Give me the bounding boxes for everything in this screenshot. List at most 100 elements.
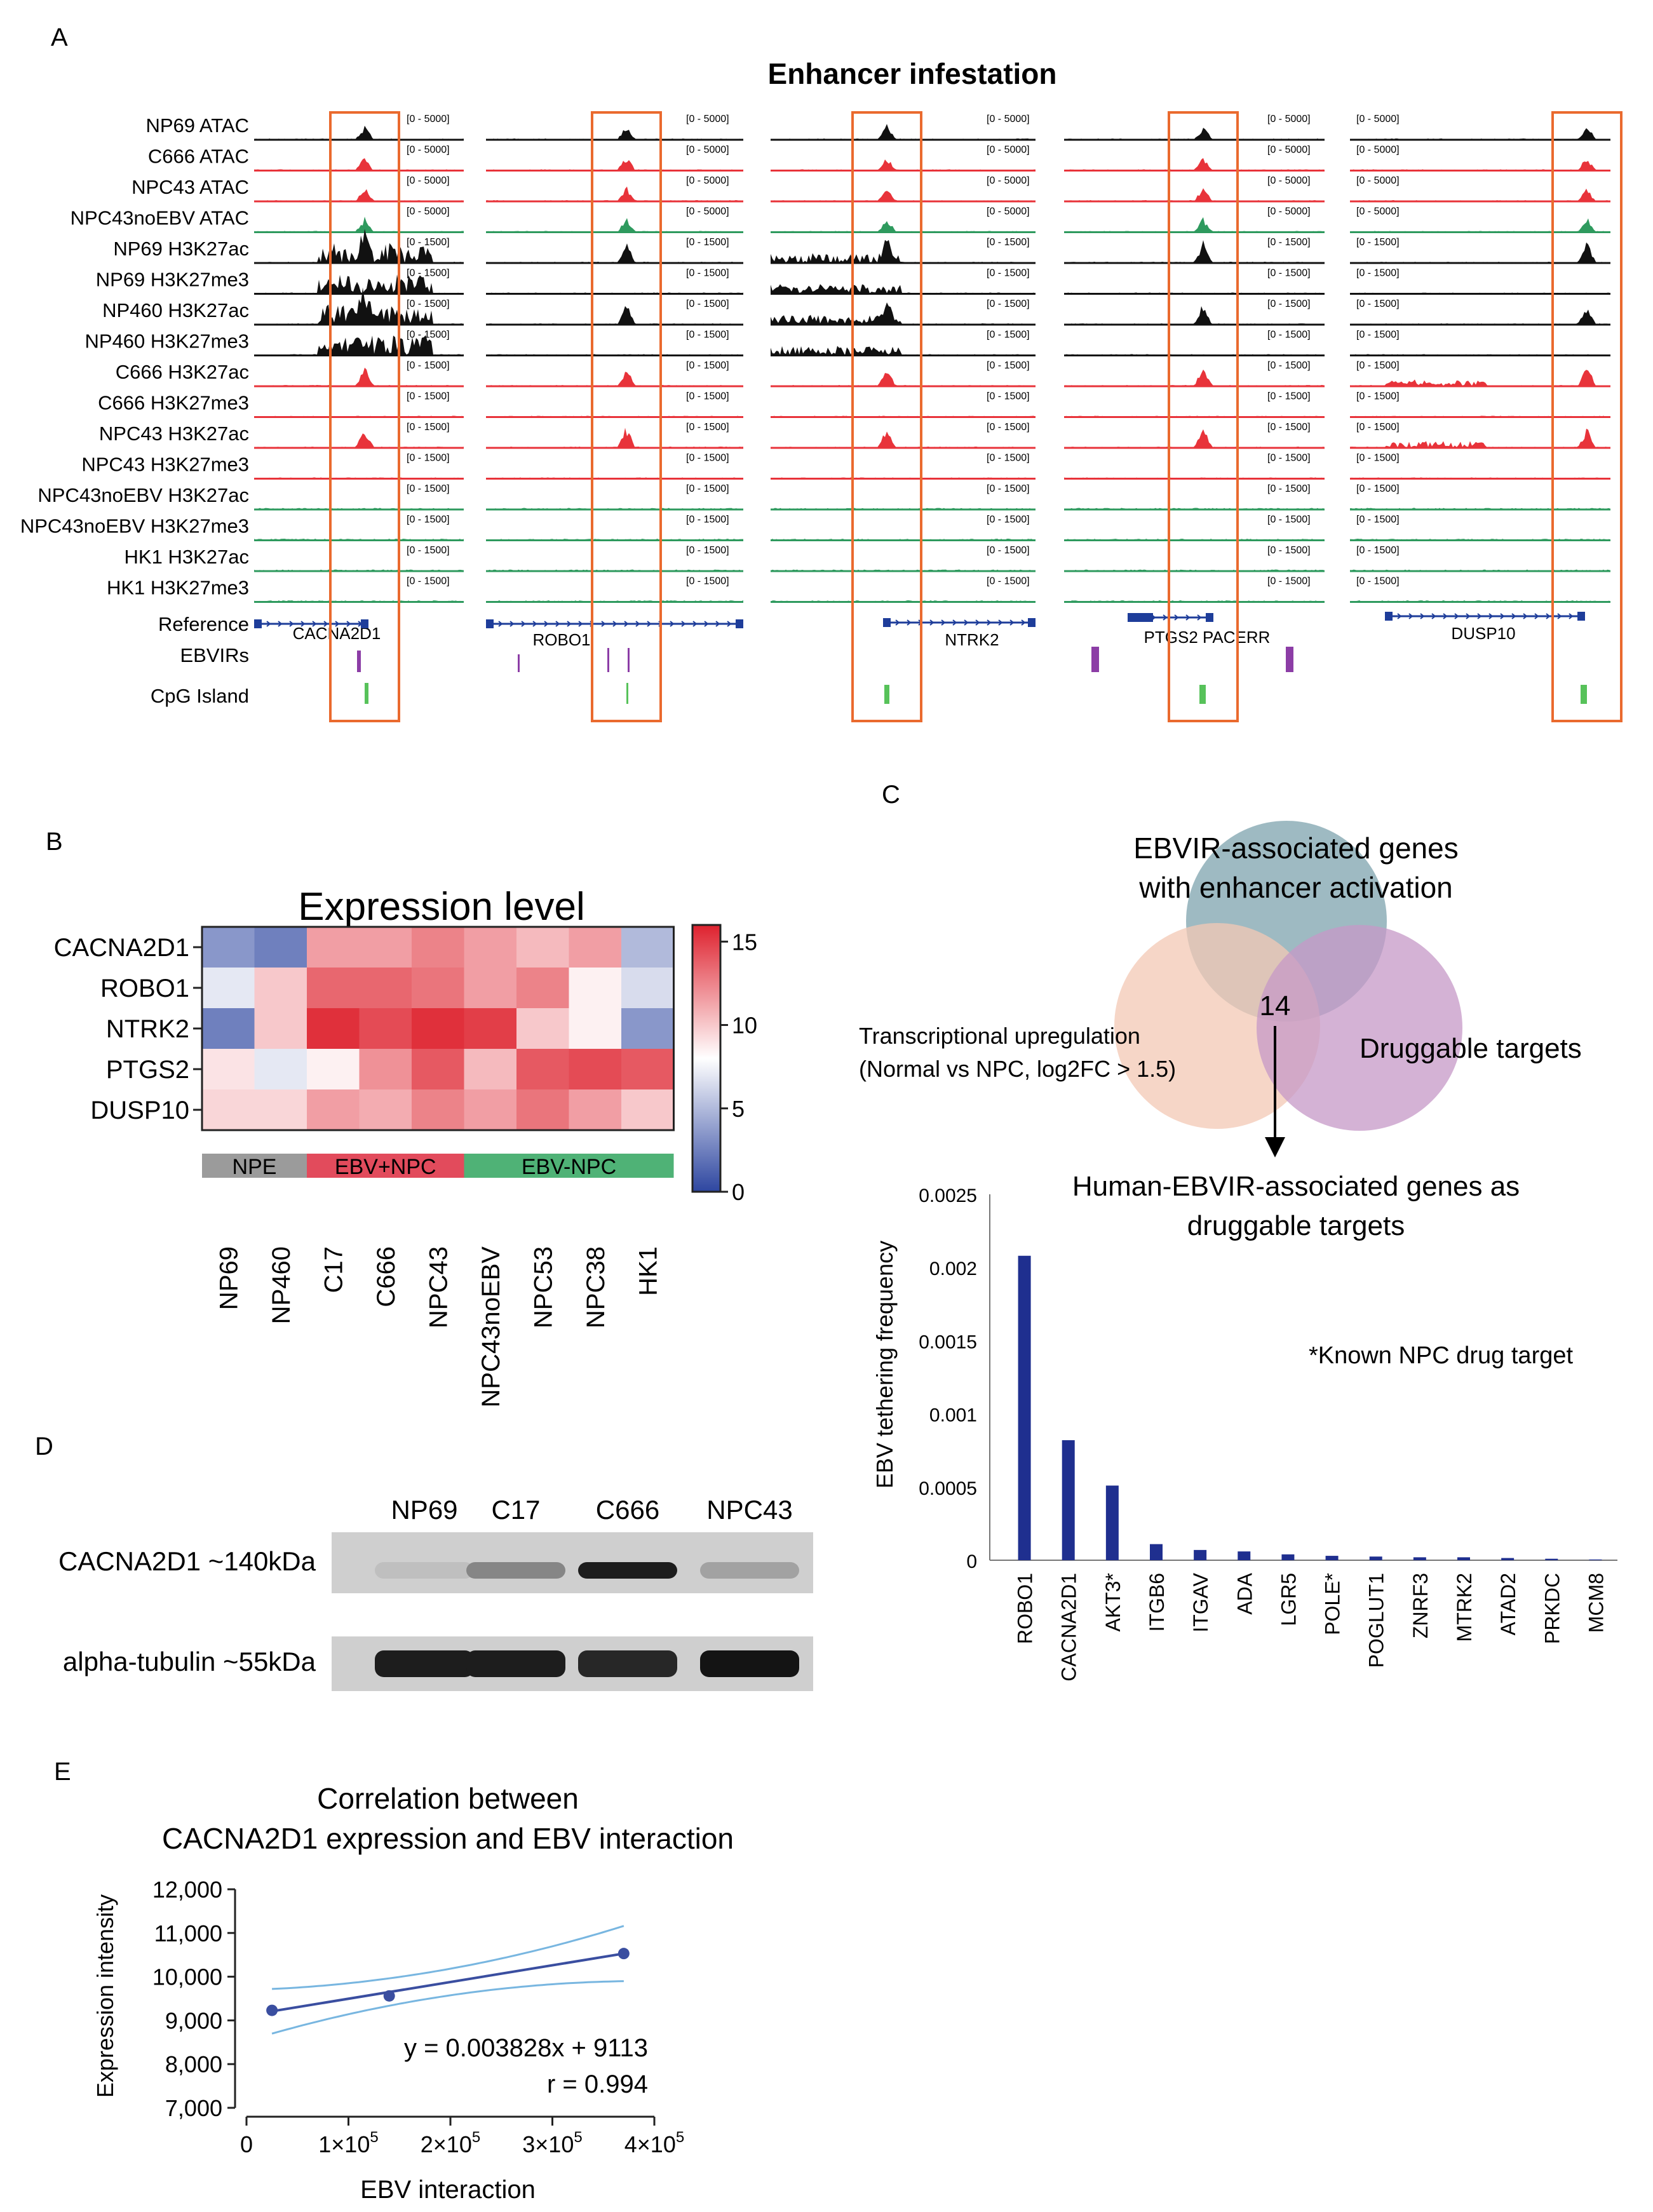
blot-row-label-alpha-tubulin-55kda: alpha-tubulin ~55kDa <box>63 1647 316 1676</box>
track-c666-h3k27ac-locus-2: [0 - 1500] <box>486 360 743 388</box>
gene-exon <box>736 619 743 628</box>
track-np69-h3k27me3-locus-2: [0 - 1500] <box>486 268 743 295</box>
track-range: [0 - 5000] <box>1267 145 1311 156</box>
track-signal <box>771 221 1036 233</box>
cpg-island-mark <box>884 685 889 704</box>
track-range: [0 - 1500] <box>987 545 1030 556</box>
heatmap-cell-dusp10-npc43 <box>412 1089 464 1131</box>
bar-y-tick-label: 0.0005 <box>919 1478 977 1499</box>
track-range: [0 - 1500] <box>987 483 1030 494</box>
heatmap-cell-ptgs2-c17 <box>307 1049 360 1090</box>
bar-label-poglut1: POGLUT1 <box>1365 1573 1388 1668</box>
track-range: [0 - 1500] <box>987 576 1030 587</box>
track-range: [0 - 1500] <box>987 268 1030 279</box>
heatmap-cell-ntrk2-np460 <box>254 1008 307 1049</box>
highlight-box-ntrk2 <box>851 111 922 722</box>
cpg-island-mark <box>1199 685 1206 704</box>
cpg-label: CpG Island <box>151 685 249 707</box>
cpg-island-mark <box>365 683 368 704</box>
heatmap-cell-robo1-npc53 <box>516 968 569 1009</box>
track-range: [0 - 1500] <box>1267 545 1311 556</box>
track-np69-h3k27me3-locus-3: [0 - 1500] <box>771 268 1036 295</box>
track-range: [0 - 1500] <box>1356 515 1400 525</box>
heatmap-cell-cacna2d1-npc43 <box>412 927 464 968</box>
group-label-ebv-npc: EBV+NPC <box>335 1155 436 1179</box>
track-signal <box>1064 369 1325 386</box>
gene-exon <box>1206 613 1213 622</box>
gene-exon <box>361 619 368 628</box>
track-np460-h3k27ac-locus-3: [0 - 1500] <box>771 299 1036 326</box>
bar-lgr5 <box>1281 1554 1295 1560</box>
gene-strand-arrow <box>1523 613 1528 619</box>
heatmap-cell-ptgs2-npc43noebv <box>464 1049 517 1090</box>
track-c666-h3k27ac-locus-3: [0 - 1500] <box>771 360 1036 388</box>
track-signal <box>1350 188 1610 201</box>
heatmap-cell-robo1-npc43 <box>412 968 464 1009</box>
cpg-island-mark <box>1581 685 1587 704</box>
group-bar-npe <box>202 1154 307 1178</box>
highlight-box-dusp10 <box>1551 111 1623 722</box>
track-range: [0 - 1500] <box>1356 360 1400 371</box>
track-np69-h3k27ac-locus-5: [0 - 1500] <box>1350 237 1610 264</box>
track-range: [0 - 1500] <box>1356 237 1400 248</box>
gene-strand-arrow <box>1197 614 1202 621</box>
gene-strand-arrow <box>941 619 946 626</box>
track-npc43-h3k27me3-locus-4: [0 - 1500] <box>1064 453 1325 480</box>
heatmap-col-label-c17: C17 <box>320 1246 347 1293</box>
gene-strand-arrow <box>895 619 900 626</box>
track-range: [0 - 5000] <box>686 206 729 217</box>
track-npc43noebv-h3k27me3-locus-3: [0 - 1500] <box>771 515 1036 541</box>
track-npc43noebv-h3k27me3-locus-5: [0 - 1500] <box>1350 515 1610 541</box>
scatter-regression-line <box>271 1952 624 2013</box>
gene-strand-arrow <box>312 621 317 627</box>
ebvir-mark <box>1091 647 1099 672</box>
heatmap-cell-ptgs2-np69 <box>202 1049 255 1090</box>
locus-label-dusp10: DUSP10 <box>1451 624 1515 643</box>
bar-y-tick-label: 0 <box>966 1551 977 1572</box>
track-range: [0 - 1500] <box>987 453 1030 464</box>
locus-label-ptgs2: PTGS2 PACERR <box>1144 628 1271 647</box>
track-range: [0 - 1500] <box>1267 576 1311 587</box>
track-signal <box>254 287 464 325</box>
heatmap-row-label-ptgs2: PTGS2 <box>106 1056 189 1084</box>
track-range: [0 - 1500] <box>1356 545 1400 556</box>
track-npc43noebv-h3k27ac-locus-2: [0 - 1500] <box>486 483 743 511</box>
bar-prkdc <box>1545 1558 1558 1560</box>
track-npc43noebv-h3k27me3-locus-1: [0 - 1500] <box>254 515 464 541</box>
track-labels: NP69 ATAC C666 ATAC NPC43 ATAC NPC43noEBV A… <box>20 114 249 599</box>
track-signal <box>1350 569 1610 571</box>
venn-label-top-line1: EBVIR-associated genes <box>1133 832 1458 865</box>
venn-center-count: 14 <box>1260 990 1291 1022</box>
scatter-y-tick-label: 10,000 <box>152 1964 222 1990</box>
track-np69-h3k27me3-locus-1: [0 - 1500] <box>254 268 464 295</box>
scatter-title-line2: CACNA2D1 expression and EBV interaction <box>162 1822 734 1855</box>
track-npc43-atac-locus-3: [0 - 5000] <box>771 175 1036 203</box>
track-signal <box>771 346 1036 356</box>
bar-y-tick-label: 0.0015 <box>919 1332 977 1352</box>
track-range: [0 - 1500] <box>686 391 729 402</box>
gene-exon <box>1028 618 1036 627</box>
track-npc43-h3k27ac-locus-3: [0 - 1500] <box>771 422 1036 449</box>
blot-band-alpha-tubulin-npc43 <box>700 1650 799 1677</box>
gene-strand-arrow <box>289 621 294 627</box>
heatmap-cell-ptgs2-npc38 <box>569 1049 622 1090</box>
track-range: [0 - 1500] <box>407 483 450 494</box>
heatmap-row-label-cacna2d1: CACNA2D1 <box>54 934 189 962</box>
bar-label-itgav: ITGAV <box>1189 1572 1212 1632</box>
gene-strand-arrow <box>670 621 675 627</box>
track-range: [0 - 1500] <box>1267 483 1311 494</box>
track-label-np69-atac: NP69 ATAC <box>145 114 249 137</box>
track-signal <box>1350 161 1610 171</box>
track-npc43-atac-locus-4: [0 - 5000] <box>1064 175 1325 203</box>
track-signal <box>486 539 743 541</box>
panel-c-letter: C <box>882 781 900 809</box>
track-range: [0 - 5000] <box>686 175 729 186</box>
heatmap-cell-dusp10-c666 <box>359 1089 412 1131</box>
scatter-title-line1: Correlation between <box>317 1782 579 1815</box>
track-range: [0 - 1500] <box>1356 330 1400 341</box>
venn-circle-upregulation <box>1114 923 1320 1129</box>
track-range: [0 - 5000] <box>987 206 1030 217</box>
track-range: [0 - 5000] <box>686 114 729 125</box>
heatmap-cell-robo1-npc43noebv <box>464 968 517 1009</box>
